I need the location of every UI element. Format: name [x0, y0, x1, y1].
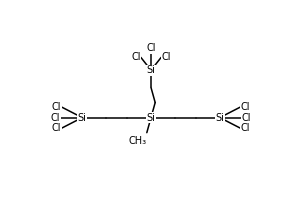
Text: Si: Si — [146, 65, 156, 75]
Text: Cl: Cl — [52, 123, 61, 133]
Text: Cl: Cl — [241, 123, 250, 133]
Text: Si: Si — [78, 113, 87, 123]
Text: CH₃: CH₃ — [129, 136, 147, 146]
Text: Cl: Cl — [242, 113, 252, 123]
Text: Cl: Cl — [146, 43, 156, 53]
Text: Cl: Cl — [50, 113, 60, 123]
Text: Si: Si — [146, 113, 156, 123]
Text: Cl: Cl — [161, 52, 171, 62]
Text: Cl: Cl — [52, 102, 61, 112]
Text: Cl: Cl — [131, 52, 141, 62]
Text: Si: Si — [215, 113, 224, 123]
Text: Cl: Cl — [241, 102, 250, 112]
